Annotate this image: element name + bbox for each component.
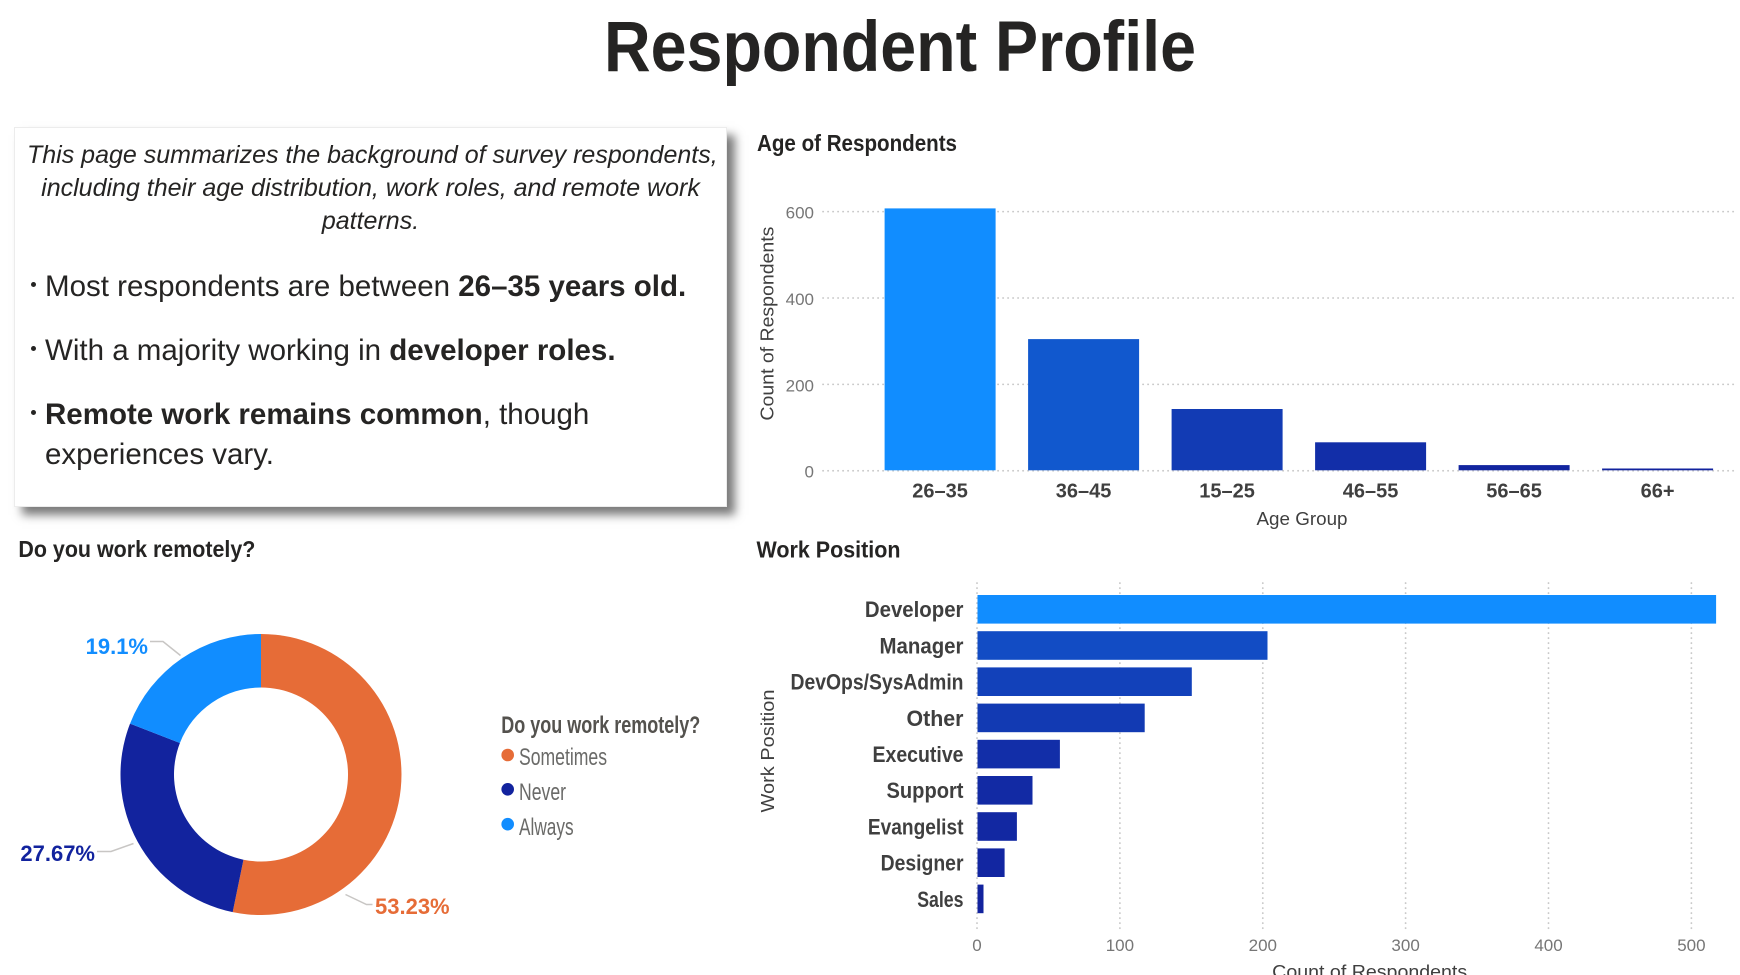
svg-text:66+: 66+ — [1641, 481, 1675, 503]
svg-text:15–25: 15–25 — [1199, 481, 1255, 503]
svg-text:400: 400 — [786, 290, 814, 309]
svg-text:100: 100 — [1106, 936, 1134, 955]
svg-text:300: 300 — [1391, 936, 1419, 955]
svg-text:Work Position: Work Position — [758, 690, 778, 813]
svg-text:19.1%: 19.1% — [86, 634, 148, 659]
svg-text:Always: Always — [519, 814, 574, 841]
svg-text:0: 0 — [805, 463, 814, 482]
svg-text:Support: Support — [887, 778, 965, 803]
svg-text:Do you work remotely?: Do you work remotely? — [501, 712, 700, 739]
svg-text:0: 0 — [972, 936, 981, 955]
svg-text:Do you work remotely?: Do you work remotely? — [18, 536, 255, 562]
svg-text:Other: Other — [907, 706, 964, 731]
svg-text:Manager: Manager — [880, 633, 964, 658]
svg-text:46–55: 46–55 — [1343, 481, 1399, 503]
svg-text:500: 500 — [1677, 936, 1705, 955]
svg-text:600: 600 — [786, 204, 814, 223]
svg-text:Work Position: Work Position — [757, 537, 901, 563]
svg-text:Never: Never — [519, 779, 566, 806]
svg-text:Developer: Developer — [865, 597, 964, 622]
svg-text:Executive: Executive — [873, 742, 964, 767]
svg-text:36–45: 36–45 — [1056, 481, 1112, 503]
svg-text:400: 400 — [1534, 936, 1562, 955]
svg-text:Sometimes: Sometimes — [519, 744, 607, 771]
svg-text:DevOps/SysAdmin: DevOps/SysAdmin — [791, 670, 964, 695]
svg-text:56–65: 56–65 — [1486, 481, 1542, 503]
svg-text:Age of Respondents: Age of Respondents — [757, 130, 957, 156]
svg-text:26–35: 26–35 — [912, 481, 968, 503]
svg-text:27.67%: 27.67% — [20, 841, 95, 866]
svg-text:Respondent Profile: Respondent Profile — [604, 8, 1196, 87]
svg-text:Age Group: Age Group — [1257, 508, 1348, 529]
svg-text:Count of Respondents: Count of Respondents — [1272, 961, 1467, 975]
svg-text:200: 200 — [786, 376, 814, 395]
svg-text:200: 200 — [1249, 936, 1277, 955]
svg-text:53.23%: 53.23% — [375, 894, 450, 919]
svg-text:Sales: Sales — [917, 887, 963, 912]
svg-text:Designer: Designer — [881, 851, 964, 876]
svg-text:Count of Respondents: Count of Respondents — [758, 227, 778, 421]
svg-text:Evangelist: Evangelist — [868, 814, 964, 839]
